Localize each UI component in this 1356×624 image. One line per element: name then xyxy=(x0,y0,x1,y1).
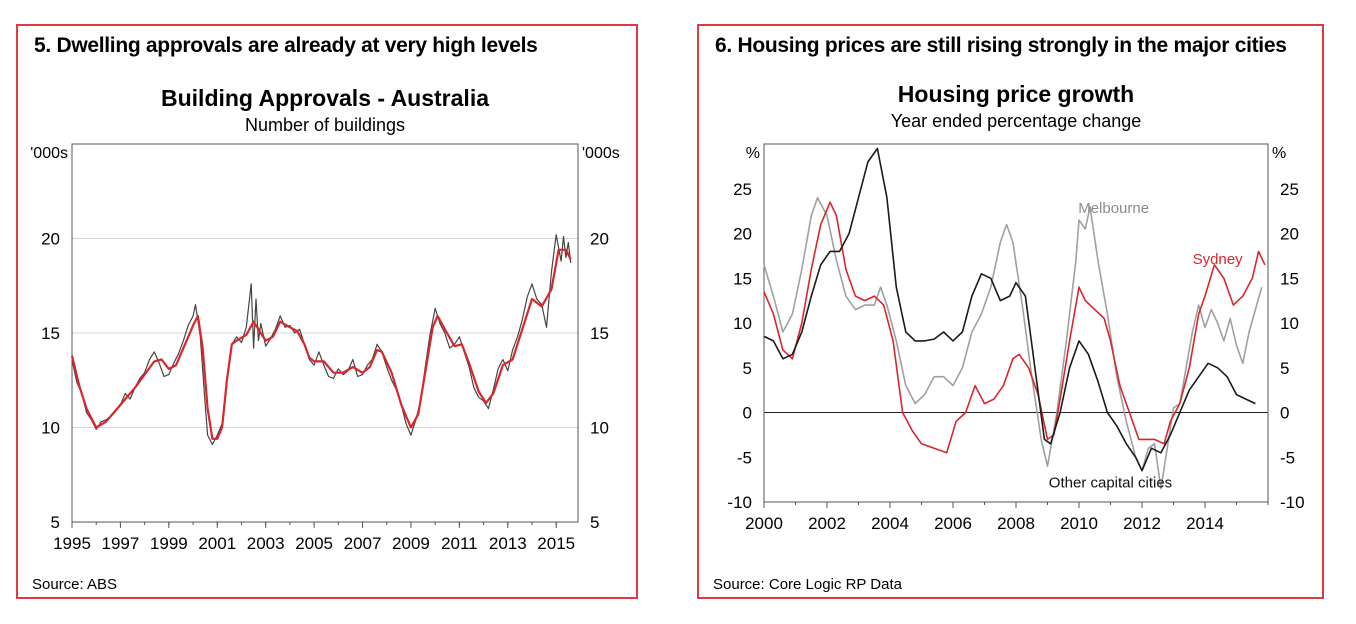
y-tick-label-right: -5 xyxy=(1280,448,1295,467)
y-tick-label-right: 5 xyxy=(590,513,599,532)
plot-frame xyxy=(71,143,579,523)
chart-title: Housing price growth xyxy=(898,81,1134,107)
x-tick-label: 2008 xyxy=(997,514,1035,533)
annotation-sydney: Sydney xyxy=(1193,251,1244,268)
y-tick-label-left: -10 xyxy=(727,493,752,512)
y-tick-label-right: 5 xyxy=(1280,359,1289,378)
panel-heading: 6. Housing prices are still rising stron… xyxy=(715,34,1287,57)
x-tick-label: 2005 xyxy=(295,534,333,553)
y-tick-label-left: 5 xyxy=(51,513,60,532)
y-tick-label-right: 25 xyxy=(1280,180,1299,199)
x-tick-label: 2007 xyxy=(344,534,382,553)
monthly-line xyxy=(71,234,572,446)
y-tick-label-left: 20 xyxy=(41,230,60,249)
y-tick-label-left: 15 xyxy=(41,324,60,343)
building-approvals-chart: Building Approvals - Australia Number of … xyxy=(30,85,620,553)
chart-subtitle: Year ended percentage change xyxy=(891,111,1142,131)
x-tick-label: 2015 xyxy=(537,534,575,553)
panel-heading: 5. Dwelling approvals are already at ver… xyxy=(34,34,538,57)
sydney-line xyxy=(763,201,1266,454)
x-tick-label: 2010 xyxy=(1060,514,1098,533)
x-tick-label: 2000 xyxy=(745,514,783,533)
x-tick-label: 1997 xyxy=(102,534,140,553)
y-tick-label-left: 0 xyxy=(743,404,752,423)
other-capital-cities-line xyxy=(763,147,1256,472)
y-tick-label-left: 25 xyxy=(733,180,752,199)
y-tick-label-left: 20 xyxy=(733,225,752,244)
chart-title: Building Approvals - Australia xyxy=(161,85,489,111)
x-tick-label: 2002 xyxy=(808,514,846,533)
trend-line xyxy=(70,248,572,440)
x-tick-label: 2014 xyxy=(1186,514,1224,533)
annotation-melbourne: Melbourne xyxy=(1078,200,1149,217)
source-note: Source: Core Logic RP Data xyxy=(713,576,902,593)
y-axis-unit-right: '000s xyxy=(582,145,620,162)
x-tick-label: 2001 xyxy=(198,534,236,553)
x-tick-label: 2006 xyxy=(934,514,972,533)
y-tick-label-right: 20 xyxy=(1280,225,1299,244)
melbourne-line xyxy=(763,196,1263,490)
x-tick-label: 1999 xyxy=(150,534,188,553)
y-tick-label-right: 15 xyxy=(1280,269,1299,288)
x-tick-label: 2013 xyxy=(489,534,527,553)
chart-subtitle: Number of buildings xyxy=(245,115,405,135)
chart-panel-building-approvals: 5. Dwelling approvals are already at ver… xyxy=(16,24,638,599)
y-tick-label-left: 5 xyxy=(743,359,752,378)
y-tick-label-right: 20 xyxy=(590,230,609,249)
y-tick-label-left: 15 xyxy=(733,269,752,288)
y-tick-label-right: 0 xyxy=(1280,404,1289,423)
annotation-other-capital-cities: Other capital cities xyxy=(1049,475,1172,492)
plot-frame xyxy=(763,143,1269,503)
x-tick-label: 2012 xyxy=(1123,514,1161,533)
housing-price-growth-chart: Housing price growth Year ended percentag… xyxy=(727,81,1305,533)
y-axis-unit-left: % xyxy=(746,145,760,162)
y-tick-label-left: -5 xyxy=(737,448,752,467)
y-axis-unit-right: % xyxy=(1272,145,1286,162)
y-axis-unit-left: '000s xyxy=(30,145,68,162)
y-tick-label-left: 10 xyxy=(733,314,752,333)
x-tick-label: 1995 xyxy=(53,534,91,553)
y-tick-label-right: 10 xyxy=(1280,314,1299,333)
y-tick-label-left: 10 xyxy=(41,419,60,438)
x-tick-label: 2004 xyxy=(871,514,909,533)
x-tick-label: 2011 xyxy=(441,534,478,553)
x-tick-label: 2009 xyxy=(392,534,430,553)
y-tick-label-right: -10 xyxy=(1280,493,1305,512)
y-tick-label-right: 10 xyxy=(590,419,609,438)
y-tick-label-right: 15 xyxy=(590,324,609,343)
source-note: Source: ABS xyxy=(32,576,118,593)
x-tick-label: 2003 xyxy=(247,534,285,553)
chart-panel-housing-prices: 6. Housing prices are still rising stron… xyxy=(697,24,1324,599)
